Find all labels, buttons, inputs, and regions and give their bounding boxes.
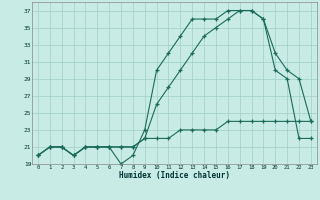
X-axis label: Humidex (Indice chaleur): Humidex (Indice chaleur) bbox=[119, 171, 230, 180]
